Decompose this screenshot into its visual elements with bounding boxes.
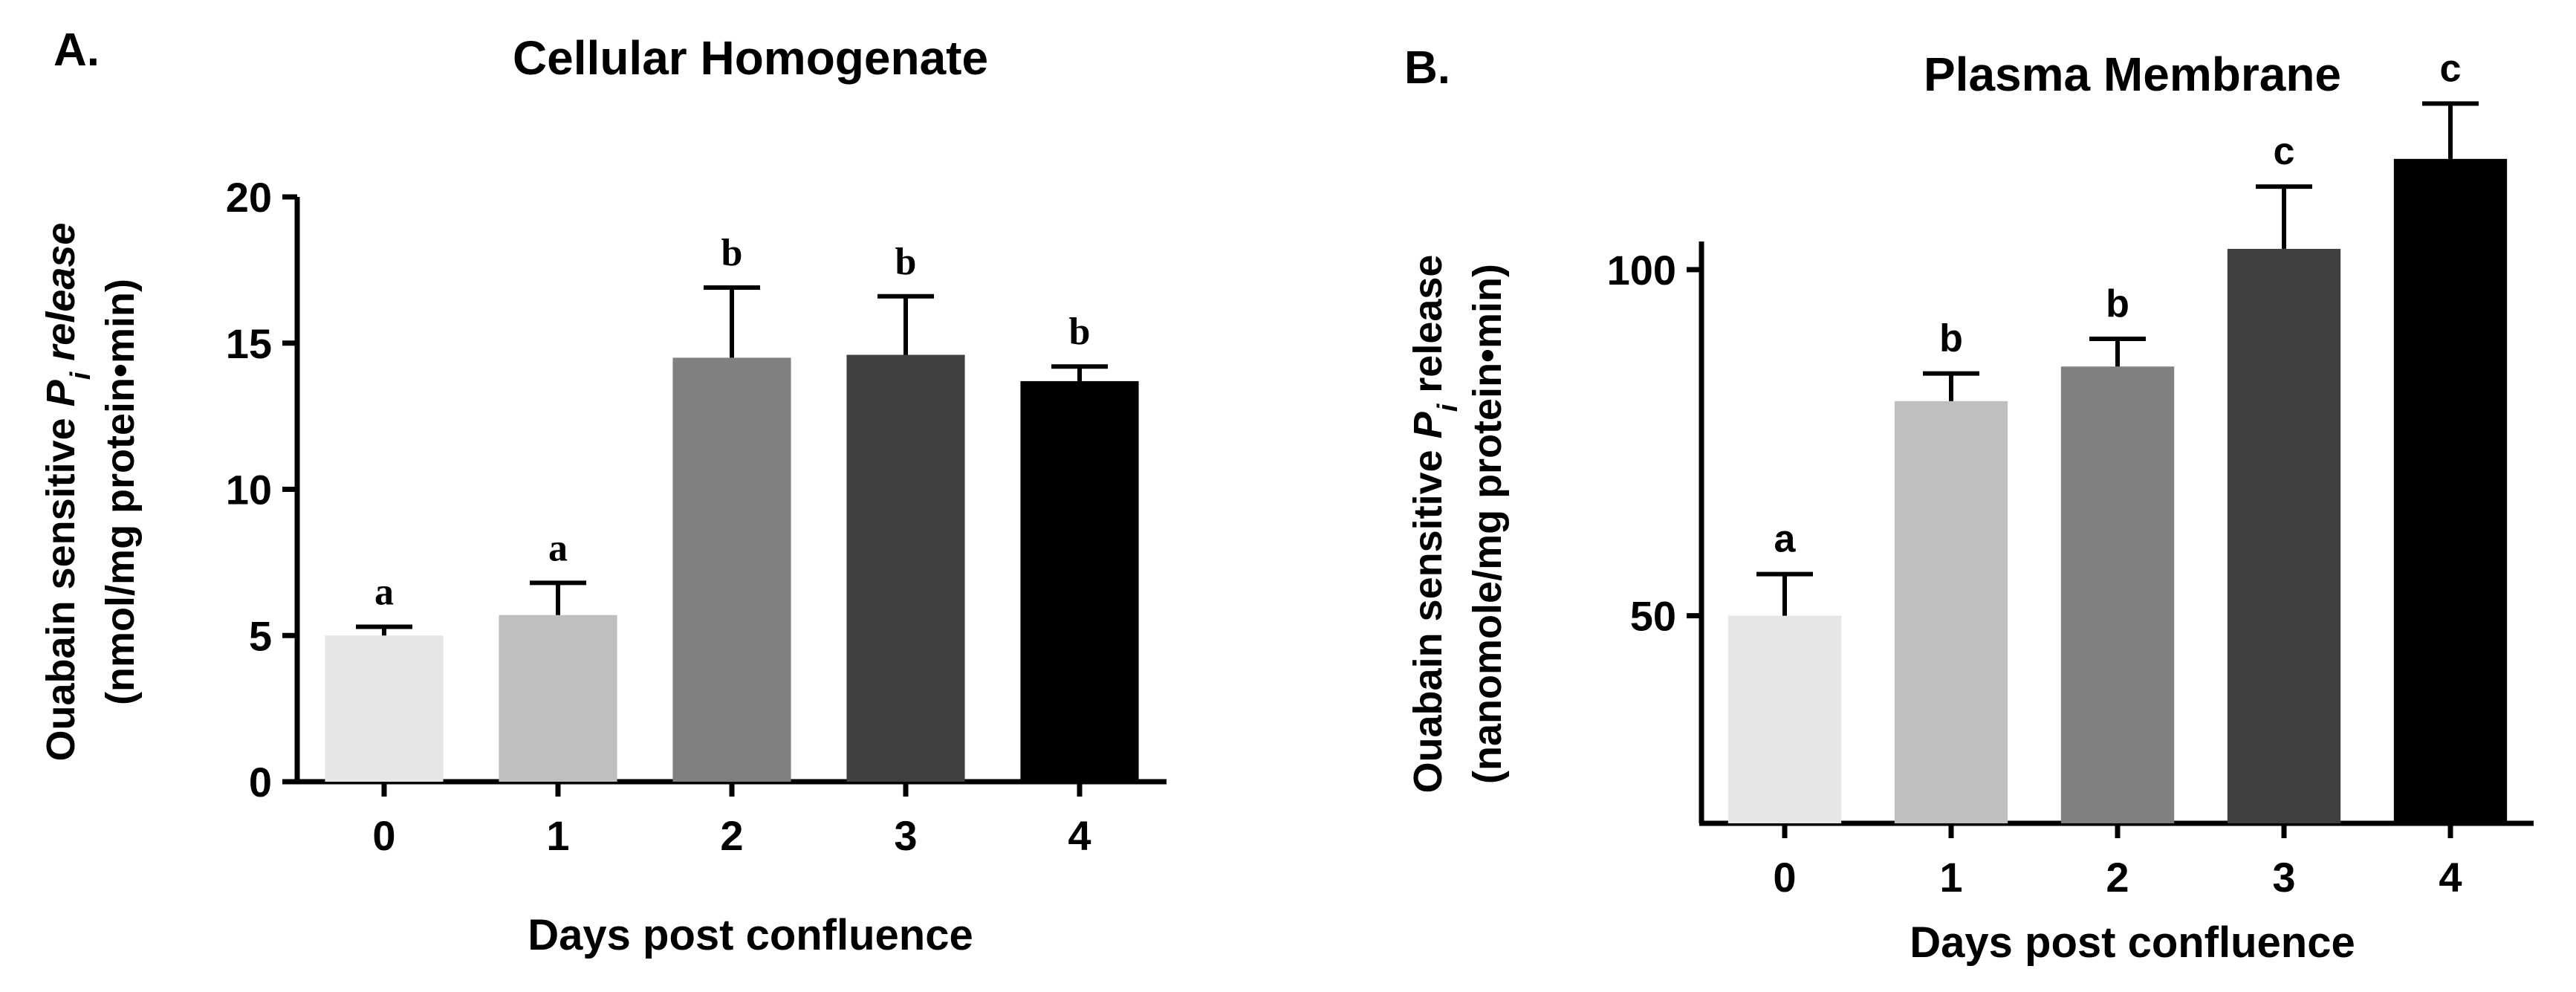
panel-a-title: Cellular Homogenate — [513, 31, 988, 85]
panel-a-bar-day-4 — [1020, 380, 1139, 782]
panel-b-x-tick-label: 3 — [2272, 854, 2295, 901]
panel-b-title: Plasma Membrane — [1924, 48, 2341, 101]
panel-b-bar-day-0 — [1727, 615, 1842, 823]
panel-b-significance-letter: c — [2274, 130, 2295, 173]
panel-b-bar-day-3 — [2227, 248, 2341, 823]
panel-b-y-tick-label: 100 — [1607, 247, 1676, 294]
panel-b-bar-day-1 — [1894, 401, 2008, 823]
panel-b-x-tick-label: 4 — [2439, 854, 2462, 901]
panel-a-y-tick-label: 15 — [226, 320, 272, 367]
panel-b-y-axis-label-line1: Ouabain sensitive Pi release — [1406, 255, 1464, 794]
panel-a-label: A. — [53, 25, 100, 76]
panel-a-x-axis-label: Days post confluence — [528, 911, 973, 959]
panel-a-y-tick-label: 5 — [249, 612, 272, 659]
panel-b-significance-letter: b — [1939, 317, 1963, 360]
panel-b-label: B. — [1404, 42, 1450, 94]
panel-a-y-tick-label: 10 — [226, 467, 272, 513]
panel-b-y-axis-label: Ouabain sensitive Pi release (nanomole/m… — [1406, 255, 1510, 794]
panel-b-y-axis-label-line2: (nanomole/mg protein•min) — [1465, 264, 1510, 784]
panel-a-x-tick-label: 3 — [894, 812, 917, 859]
panel-a-y-tick-label: 0 — [249, 759, 272, 805]
panel-b-x-tick-label: 1 — [1939, 854, 1962, 901]
panel-a-y-tick-label: 20 — [226, 174, 272, 221]
panel-a-significance-letter: b — [721, 232, 743, 274]
panel-b-x-tick-label: 0 — [1773, 854, 1796, 901]
panel-a-y-axis-label: Ouabain sensitive Pi release (nmol/mg pr… — [39, 223, 143, 762]
panel-a-significance-letter: a — [548, 527, 568, 569]
panel-b-significance-letter: c — [2440, 47, 2462, 90]
panel-b-bar-day-2 — [2060, 366, 2175, 823]
panel-a-bar-day-1 — [499, 615, 617, 782]
panel-b-x-tick-label: 2 — [2106, 854, 2129, 901]
panel-b-plot: 50 100 a 0 b 1 b 2 c 3 c 4 — [1607, 47, 2534, 901]
panel-a-y-axis-label-line1: Ouabain sensitive Pi release — [39, 223, 97, 762]
panel-b-significance-letter: b — [2106, 282, 2129, 325]
panel-a-significance-letter: b — [1069, 311, 1091, 353]
panel-a-bar-day-3 — [846, 354, 965, 782]
panel-a-x-tick-label: 0 — [372, 812, 395, 859]
panel-a-cellular-homogenate: A. Cellular Homogenate Days post conflue… — [39, 25, 1167, 959]
panel-b-plasma-membrane: B. Plasma Membrane Days post confluence … — [1404, 42, 2534, 967]
panel-a-significance-letter: b — [895, 241, 917, 283]
panel-a-bar-day-2 — [672, 357, 791, 782]
panel-b-x-axis-label: Days post confluence — [1910, 918, 2355, 967]
panel-a-x-tick-label: 2 — [720, 812, 743, 859]
panel-b-bar-day-4 — [2393, 158, 2508, 824]
panel-a-bar-day-0 — [325, 635, 444, 782]
panel-b-significance-letter: a — [1774, 518, 1797, 561]
panel-a-significance-letter: a — [374, 571, 394, 613]
panel-a-y-axis-label-line2: (nmol/mg protein•min) — [98, 279, 143, 705]
panel-a-x-tick-label: 1 — [546, 812, 569, 859]
panel-a-plot: 0 5 10 15 20 a 0 a 1 b 2 b 3 b 4 — [226, 174, 1167, 859]
panel-b-y-tick-label: 50 — [1630, 593, 1676, 640]
panel-a-x-tick-label: 4 — [1068, 812, 1091, 859]
